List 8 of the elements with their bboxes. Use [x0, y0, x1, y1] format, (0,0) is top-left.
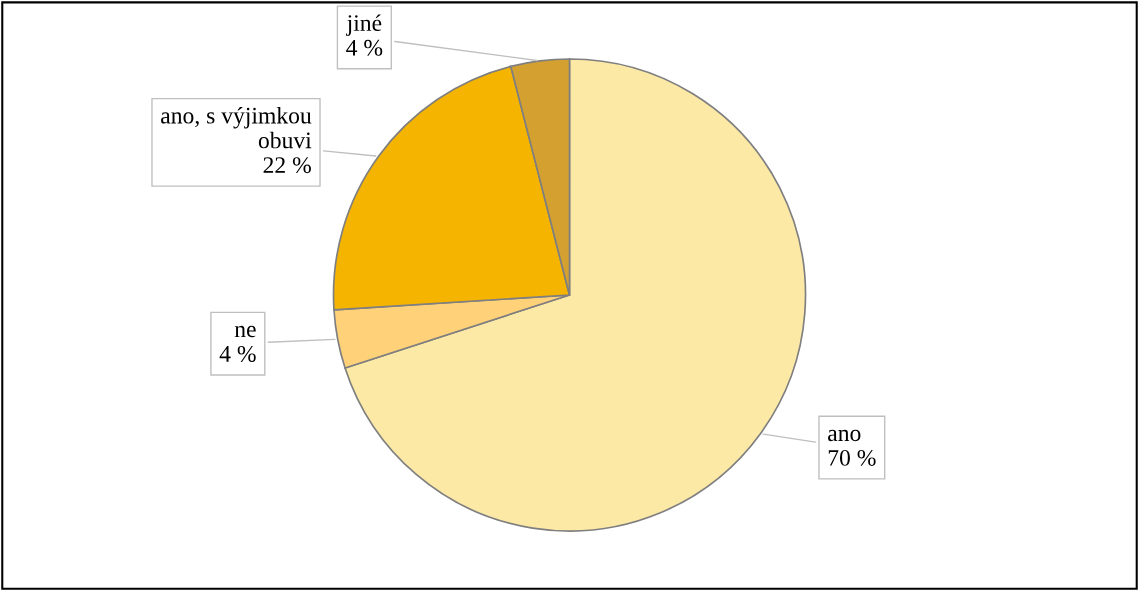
data-label: 22 % — [263, 157, 311, 174]
slice-label: ano — [828, 429, 861, 442]
data-label: 4 % — [219, 345, 256, 362]
data-label: 4 % — [346, 39, 383, 56]
data-label: 70 % — [828, 449, 876, 466]
slice-label: ano, s výjimkou obuvi — [161, 106, 312, 149]
slice-label: ne — [234, 325, 256, 338]
slice-label: jiné — [345, 14, 382, 36]
